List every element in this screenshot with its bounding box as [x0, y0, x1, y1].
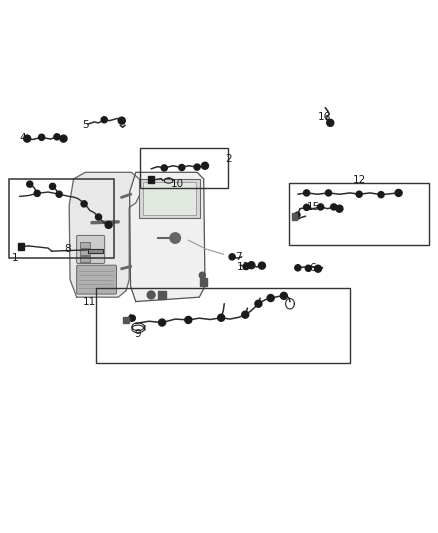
Text: 4: 4 [19, 133, 26, 143]
Bar [18, 243, 24, 251]
Circle shape [161, 165, 167, 171]
Text: 10: 10 [171, 179, 184, 189]
Circle shape [170, 233, 180, 243]
Text: 1: 1 [12, 253, 19, 263]
Circle shape [336, 205, 343, 212]
Circle shape [24, 135, 31, 142]
Circle shape [199, 272, 205, 278]
Bar [148, 176, 154, 183]
Bar [200, 278, 207, 286]
Circle shape [314, 265, 321, 272]
Circle shape [248, 262, 255, 269]
Circle shape [295, 212, 300, 217]
Bar [9, 179, 114, 258]
Circle shape [258, 262, 265, 269]
Circle shape [56, 191, 62, 197]
Bar [124, 317, 129, 323]
Text: 7: 7 [235, 252, 242, 262]
Bar [140, 148, 228, 188]
Circle shape [95, 214, 102, 220]
Circle shape [105, 221, 112, 229]
Circle shape [101, 117, 107, 123]
Bar [158, 290, 166, 300]
FancyBboxPatch shape [143, 182, 196, 215]
Circle shape [129, 315, 135, 321]
Text: 6: 6 [309, 263, 316, 273]
Circle shape [81, 201, 87, 207]
FancyBboxPatch shape [77, 265, 117, 294]
Circle shape [395, 189, 402, 197]
Polygon shape [130, 172, 205, 302]
Circle shape [243, 263, 249, 270]
Circle shape [185, 317, 192, 324]
Text: 15: 15 [307, 203, 320, 212]
Bar [96, 288, 350, 363]
Text: 2: 2 [225, 154, 232, 164]
Circle shape [242, 311, 249, 318]
Circle shape [267, 295, 274, 302]
Circle shape [327, 119, 334, 126]
Circle shape [280, 292, 287, 300]
Polygon shape [69, 172, 141, 297]
Circle shape [39, 134, 45, 140]
Circle shape [378, 191, 384, 198]
Circle shape [27, 181, 33, 187]
Circle shape [229, 254, 235, 260]
Circle shape [159, 319, 166, 326]
Circle shape [218, 314, 225, 321]
Polygon shape [88, 249, 103, 253]
Text: 11: 11 [83, 296, 96, 306]
Circle shape [147, 291, 155, 299]
FancyBboxPatch shape [77, 236, 105, 263]
Bar [80, 249, 90, 255]
Text: 16: 16 [318, 112, 331, 122]
Bar [80, 243, 90, 248]
Circle shape [179, 165, 185, 171]
Text: 12: 12 [353, 175, 366, 185]
Circle shape [295, 265, 301, 271]
Circle shape [54, 134, 60, 140]
Bar [289, 183, 429, 245]
Circle shape [356, 191, 362, 197]
Bar [292, 213, 297, 220]
Circle shape [331, 204, 337, 210]
Bar [80, 256, 90, 262]
Circle shape [305, 265, 311, 271]
Circle shape [34, 190, 40, 197]
Text: 9: 9 [134, 329, 141, 340]
Circle shape [201, 162, 208, 169]
Circle shape [325, 190, 332, 196]
Circle shape [255, 300, 262, 307]
Text: 13: 13 [237, 262, 250, 271]
Circle shape [304, 204, 310, 211]
Text: 8: 8 [64, 244, 71, 254]
FancyBboxPatch shape [139, 179, 200, 219]
Circle shape [60, 135, 67, 142]
Circle shape [194, 164, 200, 170]
Circle shape [318, 204, 324, 210]
Circle shape [118, 117, 125, 124]
Text: 5: 5 [82, 120, 89, 131]
Circle shape [304, 190, 310, 196]
Circle shape [49, 183, 56, 189]
